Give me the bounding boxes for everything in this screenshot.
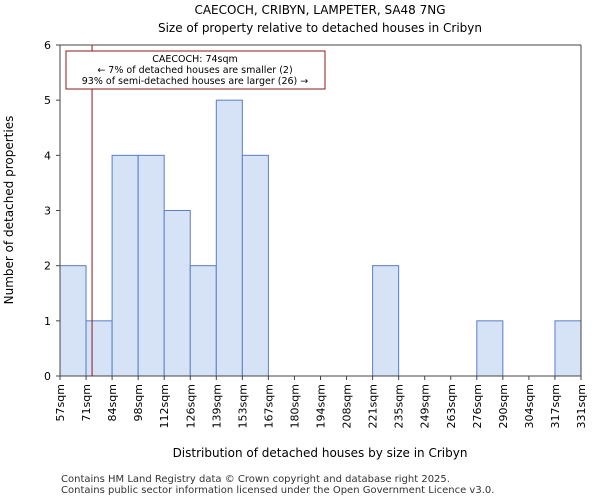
annotation-line-1: CAECOCH: 74sqm [152,54,238,65]
x-tick-label: 153sqm [236,384,249,428]
x-tick-label: 194sqm [315,384,328,428]
y-tick-label: 6 [44,39,51,52]
x-tick-label: 208sqm [341,384,354,428]
chart-subtitle: Size of property relative to detached ho… [158,21,482,35]
x-tick-label: 98sqm [132,384,145,421]
x-tick-label: 167sqm [262,384,275,428]
x-tick-label: 235sqm [393,384,406,428]
x-tick-label: 249sqm [419,384,432,428]
bar-126sqm [189,265,217,377]
annotation-line-2: ← 7% of detached houses are smaller (2) [97,65,292,76]
y-tick-label: 0 [44,370,51,383]
bar-112sqm [163,210,191,377]
x-axis-label: Distribution of detached houses by size … [173,446,468,460]
chart-title: CAECOCH, CRIBYN, LAMPETER, SA48 7NG [194,3,445,17]
y-tick-label: 3 [44,205,51,218]
y-axis-label: Number of detached properties [2,116,16,305]
y-tick-label: 4 [44,149,51,162]
x-tick-label: 71sqm [80,384,93,421]
bar-71sqm [85,320,113,377]
y-tick-label: 1 [44,315,51,328]
y-tick-label: 2 [44,260,51,273]
bar-221sqm [372,265,400,377]
annotation-line-3: 93% of semi-detached houses are larger (… [82,76,309,87]
bar-139sqm [215,99,243,377]
x-tick-label: 317sqm [549,384,562,428]
x-tick-label: 331sqm [575,384,588,428]
y-ticks-group: 0 1 2 3 4 5 6 [44,39,60,383]
x-ticks-group: 57sqm 71sqm 84sqm 98sqm 112sqm 126sqm 139sqm 15… [54,376,588,428]
footer-copyright: Contains HM Land Registry data © Crown c… [61,474,450,485]
x-tick-label: 276sqm [471,384,484,428]
x-tick-label: 112sqm [158,384,171,428]
x-tick-label: 57sqm [54,384,67,421]
bar-153sqm [241,154,269,377]
bar-57sqm [59,265,87,377]
bar-98sqm [137,154,165,377]
annotation-rect [65,50,326,90]
x-tick-label: 221sqm [367,384,380,428]
x-tick-label: 139sqm [210,384,223,428]
bar-276sqm [476,320,504,377]
x-tick-label: 263sqm [445,384,458,428]
x-tick-label: 304sqm [523,384,536,428]
annotation-box: CAECOCH: 74sqm ← 7% of detached houses a… [65,50,326,90]
x-tick-label: 84sqm [106,384,119,421]
y-tick-label: 5 [44,94,51,107]
bar-317sqm [554,320,582,377]
bar-84sqm [111,154,139,377]
footer-licence: Contains public sector information licen… [61,485,495,496]
x-tick-label: 180sqm [288,384,301,428]
bars-group [59,99,582,377]
x-tick-label: 126sqm [184,384,197,428]
x-tick-label: 290sqm [497,384,510,428]
